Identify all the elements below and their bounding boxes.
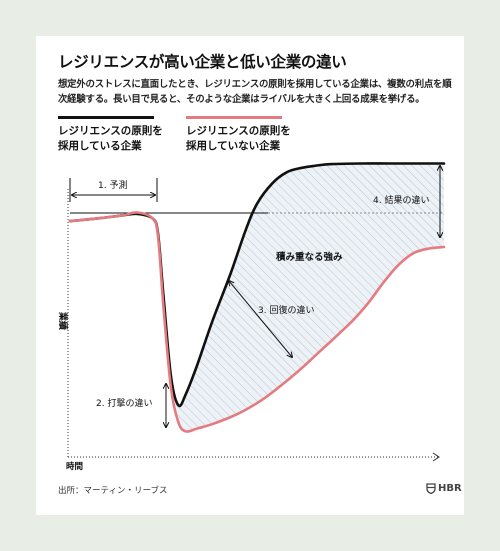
legend-swatch-resilient [58, 116, 154, 119]
brand-logo: HBR [426, 483, 462, 494]
annotation-area: 積み重なる強み [275, 251, 343, 263]
annotation-forecast: 1. 予測 [98, 179, 127, 191]
chart-card: レジリエンスが高い企業と低い企業の違い 想定外のストレスに直面したとき、レジリエ… [36, 36, 464, 515]
brand-text: HBR [438, 483, 462, 494]
shield-icon [426, 483, 436, 494]
series-line-non-resilient [68, 211, 446, 433]
annotation-result: 4. 結果の違い [373, 194, 429, 206]
chart-title: レジリエンスが高い企業と低い企業の違い [58, 53, 347, 71]
legend-item-non-resilient: レジリエンスの原則を 採用していない企業 [186, 116, 291, 154]
recovery-arrow [229, 281, 292, 357]
legend-label-resilient: レジリエンスの原則を 採用している企業 [58, 125, 163, 152]
x-axis-arrow-icon [432, 452, 440, 462]
annotation-impact: 2. 打撃の違い [96, 397, 152, 409]
source-note: 出所：マーティン・リーブス [58, 486, 168, 496]
line-chart: 業績 時間 1. 予測 2. 打撃の違い 3. 回復の違い 4. 結果の違い 積… [57, 162, 446, 472]
chart-subtitle: 想定外のストレスに直面したとき、レジリエンスの原則を採用している企業は、複数の利… [58, 79, 452, 105]
legend-label-non-resilient: レジリエンスの原則を 採用していない企業 [186, 125, 291, 152]
x-axis-label: 時間 [66, 461, 83, 472]
legend-item-resilient: レジリエンスの原則を 採用している企業 [58, 116, 163, 154]
legend-swatch-non-resilient [186, 116, 282, 119]
y-axis-label: 業績 [57, 311, 69, 330]
annotation-recovery: 3. 回復の違い [258, 304, 314, 316]
